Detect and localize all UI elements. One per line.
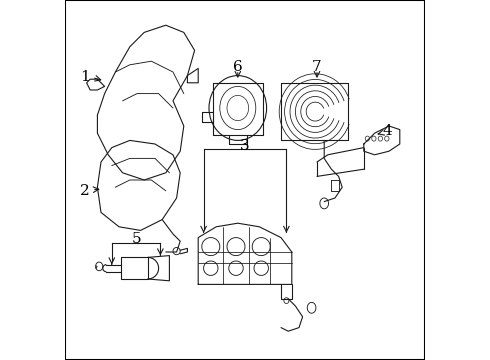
Text: 2: 2 [80,184,90,198]
Text: 5: 5 [132,233,142,246]
Text: 7: 7 [312,60,322,73]
Text: 6: 6 [233,60,243,73]
Text: 3: 3 [240,139,250,153]
Text: 4: 4 [382,125,392,138]
Text: 1: 1 [80,71,90,84]
